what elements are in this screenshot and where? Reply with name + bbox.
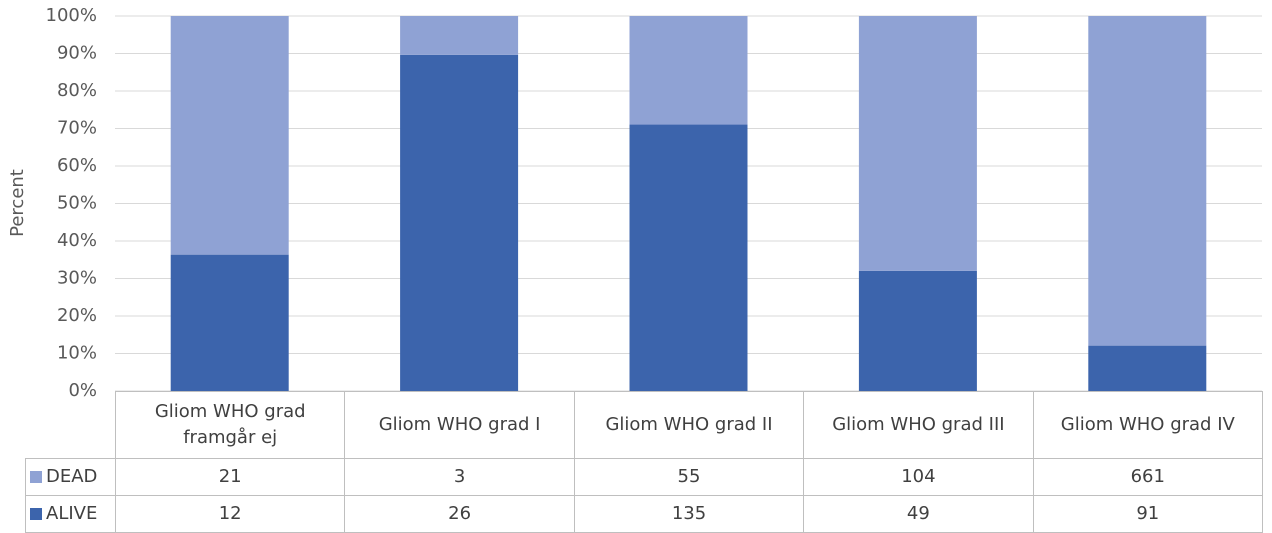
category-label: Gliom WHO grad framgår ej bbox=[115, 391, 346, 459]
category-label: Gliom WHO grad IV bbox=[1032, 391, 1263, 459]
legend-label: ALIVE bbox=[46, 503, 98, 524]
bar-segment bbox=[400, 54, 519, 392]
y-tick-label: 50% bbox=[57, 193, 97, 214]
category-label: Gliom WHO grad II bbox=[573, 391, 805, 459]
bar-segment bbox=[858, 16, 977, 271]
y-axis-label: Percent bbox=[7, 169, 28, 237]
bar-segment bbox=[170, 254, 289, 391]
legend-swatch bbox=[30, 508, 42, 520]
bar-segment bbox=[1088, 16, 1207, 346]
legend-entry: ALIVE bbox=[25, 495, 116, 533]
category-label: Gliom WHO grad III bbox=[803, 391, 1034, 459]
legend-swatch bbox=[30, 471, 42, 483]
y-tick-label: 10% bbox=[57, 343, 97, 364]
y-tick-label: 70% bbox=[57, 118, 97, 139]
table-value: 49 bbox=[803, 495, 1034, 533]
table-value: 21 bbox=[115, 458, 346, 496]
legend-entry: DEAD bbox=[25, 458, 116, 496]
table-value: 12 bbox=[115, 495, 346, 533]
bar-segment bbox=[629, 124, 748, 391]
legend-label: DEAD bbox=[46, 466, 98, 487]
table-value: 3 bbox=[344, 458, 575, 496]
bar-segment bbox=[400, 16, 519, 55]
bar-segment bbox=[1088, 345, 1207, 391]
bar-segment bbox=[629, 16, 748, 125]
bar-segment bbox=[858, 270, 977, 391]
y-tick-label: 90% bbox=[57, 43, 97, 64]
y-tick-label: 80% bbox=[57, 80, 97, 101]
y-tick-label: 0% bbox=[68, 380, 97, 401]
table-value: 91 bbox=[1032, 495, 1263, 533]
y-tick-label: 30% bbox=[57, 268, 97, 289]
y-tick-label: 20% bbox=[57, 305, 97, 326]
category-label: Gliom WHO grad I bbox=[344, 391, 575, 459]
y-tick-label: 40% bbox=[57, 230, 97, 251]
y-tick-label: 100% bbox=[46, 5, 97, 26]
table-value: 55 bbox=[573, 458, 805, 496]
y-tick-label: 60% bbox=[57, 155, 97, 176]
table-value: 104 bbox=[803, 458, 1034, 496]
table-value: 661 bbox=[1032, 458, 1263, 496]
bar-segment bbox=[170, 16, 289, 255]
table-value: 135 bbox=[573, 495, 805, 533]
table-value: 26 bbox=[344, 495, 575, 533]
